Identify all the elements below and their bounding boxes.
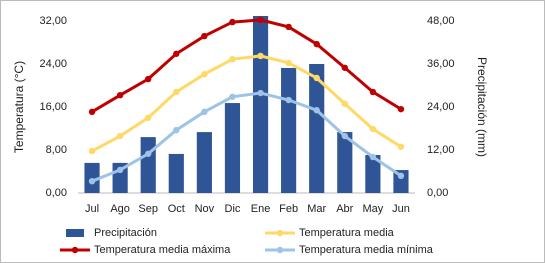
bar: [84, 162, 100, 193]
x-tick-label: Oct: [168, 203, 185, 215]
x-tick-label: May: [362, 203, 383, 215]
line: [91, 54, 402, 153]
point: [145, 75, 152, 83]
point: [145, 150, 152, 157]
bar: [393, 170, 409, 193]
point: [397, 143, 405, 150]
point: [397, 105, 405, 113]
bar: [168, 153, 184, 193]
bar: [337, 132, 353, 193]
x-tick-label: Nov: [195, 203, 215, 215]
x-tick-label: Mar: [307, 203, 326, 215]
point: [145, 114, 152, 121]
legend-label: Temperatura media: [299, 227, 395, 239]
point: [341, 132, 348, 140]
y2-axis-title: Precipitación (mm): [475, 57, 489, 157]
y-tick-label: 16,00: [39, 101, 67, 113]
legend-label: Temperatura media mínima: [299, 244, 434, 256]
line: [91, 91, 402, 183]
legend-label: Precipitación: [94, 227, 157, 239]
point: [201, 32, 208, 40]
point: [88, 108, 96, 116]
x-tick-label: Ago: [110, 203, 130, 215]
point: [229, 18, 236, 26]
y-tick-label: 8,00: [46, 144, 67, 156]
y-tick-label: 32,00: [39, 15, 67, 27]
point: [257, 52, 264, 60]
bar: [140, 137, 156, 193]
y-tick-label: 24,00: [39, 58, 67, 70]
bar: [196, 132, 212, 193]
x-tick-label: Jun: [392, 203, 410, 215]
point: [341, 100, 348, 107]
point: [313, 40, 320, 48]
point: [88, 177, 96, 185]
y-tick-label: 0,00: [46, 187, 67, 199]
point: [313, 74, 320, 82]
point: [173, 50, 180, 57]
point: [369, 153, 377, 161]
point: [397, 172, 405, 179]
line: [91, 18, 402, 114]
point: [229, 55, 236, 63]
y-axis-title: Temperatura (°C): [12, 61, 26, 153]
point: [116, 166, 124, 174]
y2-tick-label: 48,00: [427, 15, 455, 27]
y2-tick-label: 24,00: [427, 101, 455, 113]
point: [369, 88, 377, 96]
point: [313, 107, 320, 114]
y2-tick-label: 12,00: [427, 144, 455, 156]
y2-tick-label: 36,00: [427, 58, 455, 70]
point: [285, 59, 292, 67]
x-tick-label: Dic: [225, 203, 241, 215]
legend-label: Temperatura media máxima: [94, 244, 231, 256]
point: [116, 132, 124, 140]
point: [173, 88, 180, 96]
legend-swatch: [71, 246, 79, 254]
point: [257, 89, 264, 97]
x-tick-label: Sep: [138, 203, 158, 215]
y2-tick-label: 0,00: [427, 187, 448, 199]
bar: [224, 103, 241, 193]
bar: [309, 64, 325, 193]
bar: [252, 15, 269, 193]
legend-swatch: [276, 246, 284, 254]
point: [201, 71, 208, 78]
bar: [365, 155, 381, 193]
point: [229, 93, 236, 100]
point: [173, 126, 180, 134]
x-tick-label: Jul: [85, 203, 99, 215]
legend-swatch: [276, 229, 284, 237]
x-tick-label: Ene: [251, 203, 271, 215]
point: [201, 108, 208, 116]
point: [341, 64, 348, 71]
point: [88, 147, 96, 155]
x-tick-label: Feb: [279, 203, 298, 215]
point: [285, 23, 292, 31]
legend-swatch: [66, 229, 84, 237]
point: [116, 91, 124, 99]
x-tick-label: Abr: [336, 203, 353, 215]
point: [257, 16, 264, 24]
point: [285, 96, 292, 104]
point: [369, 125, 377, 133]
bar: [281, 67, 297, 193]
